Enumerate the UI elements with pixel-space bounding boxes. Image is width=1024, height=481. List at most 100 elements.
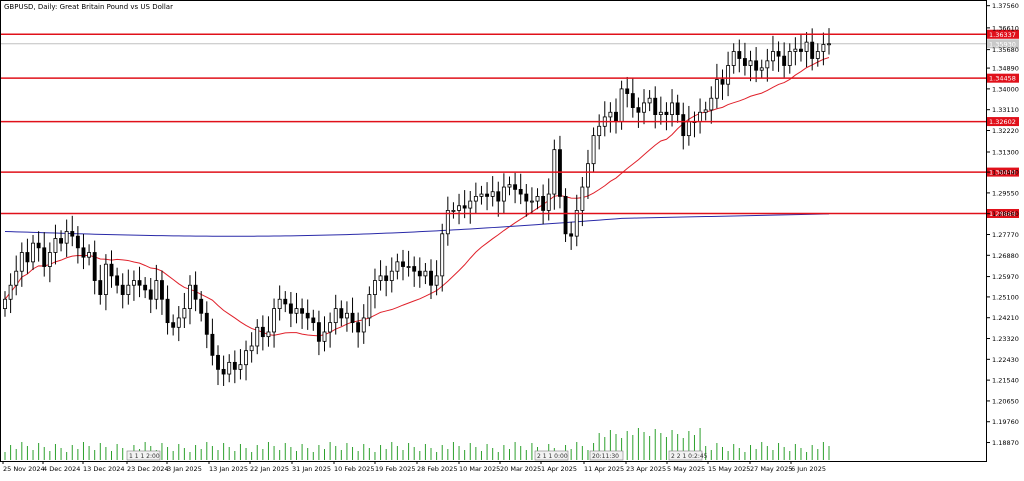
candle	[378, 260, 383, 291]
candle-body	[799, 48, 803, 52]
candle	[59, 230, 63, 252]
candle-body	[216, 354, 220, 370]
candle	[586, 149, 590, 199]
candle	[821, 32, 826, 66]
candle-body	[36, 242, 41, 249]
candle-body	[328, 322, 333, 333]
candle	[485, 182, 490, 211]
candle	[25, 238, 30, 274]
candle-body	[771, 51, 775, 62]
volume-annotation-label: 2 1 1 0:00	[537, 453, 568, 460]
candle	[479, 185, 484, 205]
candle-body	[636, 107, 641, 113]
fast-moving-average-line	[4, 57, 830, 337]
candle-body	[563, 196, 568, 235]
candle-body	[378, 275, 383, 281]
candle	[3, 291, 7, 317]
candle	[260, 315, 265, 351]
time-tick-label: 23 Dec 2024	[127, 465, 169, 473]
candle	[19, 242, 24, 287]
candle	[227, 354, 232, 383]
time-tick-label: 25 Nov 2024	[3, 465, 45, 473]
candle-body	[557, 149, 562, 197]
candle-body	[92, 252, 97, 281]
candle	[709, 86, 714, 124]
candle	[703, 101, 708, 121]
candle	[47, 242, 52, 283]
candle	[776, 41, 781, 72]
price-tick-label: 1.35680	[992, 46, 1019, 54]
candle-body	[115, 275, 120, 286]
price-tick-label: 1.31300	[992, 148, 1019, 156]
candle	[608, 102, 613, 133]
level-price-box	[987, 117, 1019, 127]
time-tick-label: 27 May 2025	[750, 465, 792, 473]
time-tick-label: 10 Feb 2025	[334, 465, 374, 473]
price-tick-label: 1.22430	[992, 356, 1019, 364]
price-tick-label: 1.36610	[992, 24, 1019, 32]
candle-body	[53, 238, 58, 253]
candle-body	[614, 111, 618, 123]
candle	[765, 48, 770, 82]
candle	[288, 292, 293, 328]
candle-body	[344, 312, 349, 319]
candle-body	[160, 280, 164, 300]
candle	[361, 304, 366, 344]
candle-body	[714, 79, 719, 99]
candle-body	[59, 238, 63, 244]
horizontal-levels[interactable]: 1.36337 1.34458 1.32602 1.30440 1.28669 1.359…	[1, 29, 1019, 218]
candle	[244, 340, 248, 381]
candle-body	[193, 284, 198, 300]
candle-body	[737, 51, 742, 59]
candle-body	[283, 298, 288, 305]
candle-body	[709, 97, 714, 111]
candle-body	[658, 111, 663, 115]
candle	[75, 226, 80, 264]
candle	[810, 28, 815, 71]
candle-body	[154, 280, 159, 300]
candle	[417, 257, 422, 288]
time-tick-label: 22 Jan 2025	[250, 465, 289, 473]
candle-body	[3, 298, 7, 310]
volume-annotation-box	[589, 450, 624, 461]
candle	[625, 76, 630, 108]
candle-body	[210, 333, 215, 356]
candle-body	[815, 51, 820, 59]
candle	[473, 182, 478, 214]
candle-body	[31, 242, 35, 263]
price-tick-label: 1.27770	[992, 231, 1019, 239]
price-tick-label: 1.28660	[992, 210, 1019, 218]
candle-body	[322, 331, 327, 342]
candle-body	[165, 298, 170, 324]
candle-body	[810, 41, 815, 59]
candle	[42, 232, 47, 277]
price-tick-label: 1.23320	[992, 335, 1019, 343]
candle	[120, 273, 125, 309]
candle	[429, 259, 433, 300]
candle-body	[748, 60, 753, 66]
candle	[759, 59, 764, 79]
candle-body	[384, 275, 389, 281]
candle	[210, 318, 215, 366]
price-tick-label: 1.25100	[992, 293, 1019, 301]
candle-body	[81, 247, 86, 258]
candle	[742, 42, 747, 76]
price-tick-label: 1.20650	[992, 397, 1019, 405]
candle	[339, 300, 344, 327]
candle	[137, 266, 142, 298]
candle	[748, 50, 753, 82]
candle	[468, 191, 473, 224]
candle	[384, 265, 389, 297]
candle	[109, 250, 114, 288]
candle-body	[580, 186, 585, 211]
candle-body	[87, 252, 92, 258]
candle-body	[496, 191, 501, 202]
candle-body	[277, 298, 282, 310]
price-tick-label: 1.25970	[992, 273, 1019, 281]
time-tick-label: 19 Feb 2025	[375, 465, 415, 473]
candle-body	[653, 97, 658, 115]
volume-annotation-label: 2 2 1 0:2:45	[671, 453, 708, 460]
